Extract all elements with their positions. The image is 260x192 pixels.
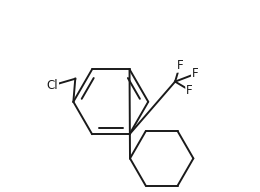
Text: F: F xyxy=(192,67,199,80)
Text: Cl: Cl xyxy=(47,79,58,92)
Text: F: F xyxy=(177,59,183,72)
Text: F: F xyxy=(186,84,193,97)
